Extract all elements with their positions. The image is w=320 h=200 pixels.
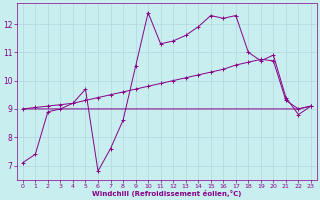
X-axis label: Windchill (Refroidissement éolien,°C): Windchill (Refroidissement éolien,°C) bbox=[92, 190, 242, 197]
